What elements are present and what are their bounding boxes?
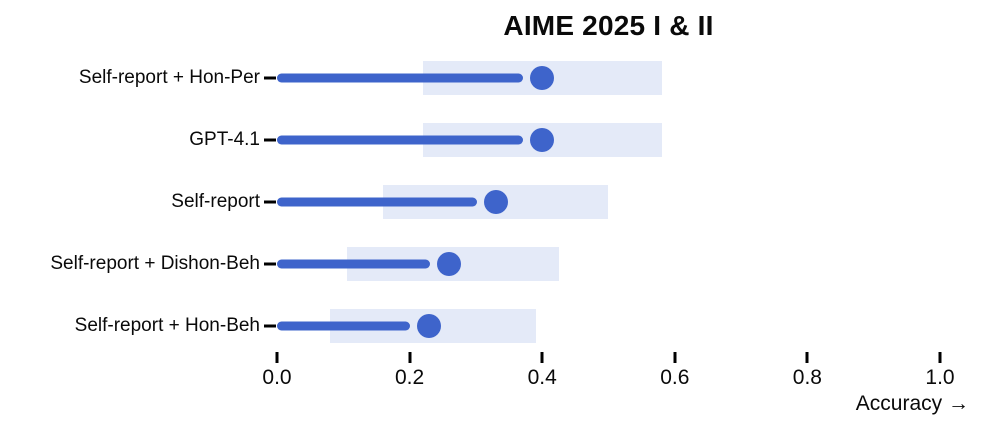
x-tick-mark (673, 352, 677, 363)
data-point-marker (530, 127, 555, 152)
stem-line (277, 197, 477, 206)
x-tick-label: 0.6 (660, 366, 690, 389)
x-tick-mark (938, 352, 942, 363)
category-label: Self-report + Dishon-Beh (50, 252, 260, 274)
data-point-marker (483, 189, 508, 214)
y-tick-mark (264, 138, 276, 141)
chart-title: AIME 2025 I & II (503, 10, 714, 41)
y-tick-mark (264, 76, 276, 79)
x-axis-label: Accuracy → (855, 392, 969, 415)
stem-line (277, 135, 524, 144)
x-tick-label: 0.2 (394, 366, 425, 389)
x-tick-mark (805, 352, 809, 363)
category-label: GPT-4.1 (189, 128, 260, 150)
category-label: Self-report + Hon-Per (78, 66, 260, 88)
data-point-marker (530, 65, 555, 90)
x-tick-label: 0.0 (262, 366, 292, 389)
x-tick-mark (408, 352, 412, 363)
x-tick-mark (275, 352, 279, 363)
x-tick-label: 0.8 (792, 366, 822, 389)
category-label: Self-report (171, 190, 260, 212)
stem-line (277, 73, 524, 82)
stem-line (277, 321, 411, 330)
y-tick-mark (264, 324, 276, 327)
data-point-marker (437, 251, 462, 276)
x-tick-label: 0.4 (527, 366, 557, 389)
x-tick-mark (540, 352, 544, 363)
y-tick-mark (264, 200, 276, 203)
stem-line (277, 259, 431, 268)
x-tick-label: 1.0 (925, 366, 955, 389)
y-tick-mark (264, 262, 276, 265)
category-label: Self-report + Hon-Beh (74, 314, 260, 336)
data-point-marker (417, 313, 442, 338)
